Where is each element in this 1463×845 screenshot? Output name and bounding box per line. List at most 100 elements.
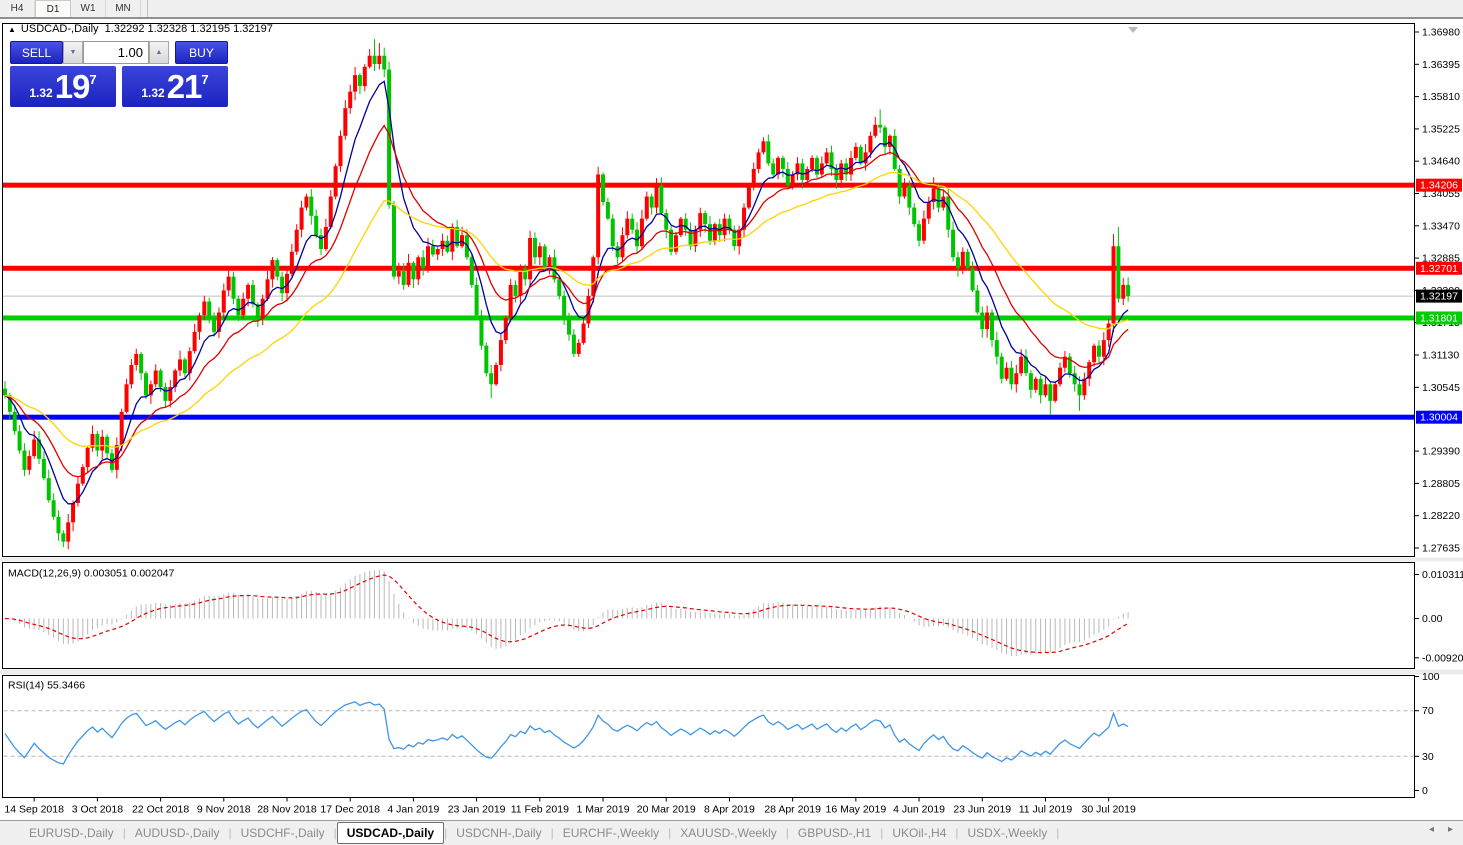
- candle-body: [688, 229, 693, 247]
- candle-body: [1004, 367, 1009, 379]
- candle-body: [1033, 378, 1038, 390]
- candle-body: [484, 345, 489, 374]
- candle-body: [883, 127, 888, 147]
- timeframe-button-d1[interactable]: D1: [35, 0, 71, 17]
- spinner-up-icon: ▲: [155, 49, 163, 56]
- candle-body: [1116, 246, 1121, 299]
- tab-separator: |: [550, 826, 554, 840]
- candle-body: [921, 218, 926, 241]
- price-badge: [1416, 410, 1462, 424]
- moving-average-17: [4, 124, 1129, 478]
- candle-body: [926, 202, 931, 219]
- candle-body: [751, 168, 756, 186]
- date-axis-label: 11 Jul 2019: [1019, 804, 1073, 816]
- candle-body: [294, 229, 299, 252]
- support-resistance-line[interactable]: [3, 414, 1414, 420]
- candle-body: [571, 334, 576, 354]
- candle-body: [639, 218, 644, 247]
- candle-body: [1058, 367, 1063, 385]
- candle-body: [664, 213, 669, 230]
- volume-decrease-button[interactable]: ▼: [63, 41, 83, 64]
- timeframe-button-mn[interactable]: MN: [106, 0, 141, 17]
- candle-body: [892, 135, 897, 169]
- symbol-tab-usdcnh-daily[interactable]: USDCNH-,Daily: [456, 826, 542, 840]
- timeframe-button-h4[interactable]: H4: [0, 0, 35, 17]
- tab-separator: |: [880, 826, 884, 840]
- scroll-left-icon[interactable]: ◂: [1428, 824, 1434, 835]
- candle-body: [863, 152, 868, 164]
- candle-body: [625, 218, 630, 236]
- support-resistance-line[interactable]: [3, 265, 1414, 271]
- candle-body: [805, 168, 810, 180]
- date-axis-label: 17 Dec 2018: [320, 804, 380, 816]
- scroll-marker-icon[interactable]: [1128, 27, 1139, 33]
- buy-price-box[interactable]: 1.32 21 7: [122, 66, 228, 107]
- buy-price-prefix: 1.32: [141, 85, 165, 100]
- candle-body: [727, 218, 732, 230]
- candle-body: [712, 224, 717, 241]
- macd-label: MACD(12,26,9) 0.003051 0.002047: [8, 568, 175, 580]
- tab-separator: |: [955, 826, 959, 840]
- support-resistance-line[interactable]: [3, 182, 1414, 188]
- symbol-tab-usdx-weekly[interactable]: USDX-,Weekly: [967, 826, 1048, 840]
- scroll-right-icon[interactable]: ▸: [1447, 824, 1453, 835]
- candle-body: [669, 229, 674, 252]
- symbol-tab-ukoil-h4[interactable]: UKOil-,H4: [892, 826, 947, 840]
- sell-price-prefix: 1.32: [29, 85, 53, 100]
- candle-body: [27, 456, 32, 470]
- chart-window: 1.36980 1.36395 1.35810 1.35225 1.34640 1.340…: [0, 19, 1463, 820]
- candle-body: [703, 213, 708, 225]
- candle-body: [800, 163, 805, 180]
- sell-price-box[interactable]: 1.32 19 7: [10, 66, 116, 107]
- candle-body: [824, 152, 829, 164]
- price-badge: [1416, 178, 1462, 192]
- price-badge: [1416, 311, 1462, 325]
- candle-body: [601, 174, 606, 203]
- sell-button[interactable]: SELL: [10, 41, 63, 64]
- candle-body: [197, 315, 202, 332]
- candle-body: [1048, 384, 1053, 401]
- candle-body: [464, 235, 469, 258]
- candle-body: [494, 364, 499, 385]
- candle-body: [951, 229, 956, 258]
- symbol-tab-eurchf-weekly[interactable]: EURCHF-,Weekly: [562, 826, 660, 840]
- candle-body: [95, 433, 100, 451]
- candle-body: [931, 188, 936, 203]
- candle-body: [630, 218, 635, 230]
- date-axis-label: 23 Jan 2019: [448, 804, 506, 816]
- candle-body: [771, 163, 776, 175]
- tab-separator: |: [228, 826, 232, 840]
- candle-body: [387, 69, 392, 205]
- support-resistance-line[interactable]: [3, 315, 1414, 321]
- symbol-tab-gbpusd-h1[interactable]: GBPUSD-,H1: [797, 826, 872, 840]
- candle-body: [673, 235, 678, 252]
- candle-body: [90, 433, 95, 448]
- pane-splitter[interactable]: [0, 557, 1463, 562]
- buy-button[interactable]: BUY: [175, 41, 228, 64]
- symbol-tab-audusd-daily[interactable]: AUDUSD-,Daily: [134, 826, 220, 840]
- symbol-tab-usdcad-daily[interactable]: USDCAD-,Daily: [336, 822, 445, 844]
- pane-splitter[interactable]: [0, 669, 1463, 675]
- candle-body: [148, 384, 153, 396]
- volume-input[interactable]: 1.00: [83, 41, 149, 64]
- candle-body: [430, 246, 435, 255]
- price-badge-label: 1.30004: [1420, 412, 1458, 424]
- candle-body: [732, 229, 737, 247]
- candle-body: [513, 284, 518, 296]
- tab-separator: |: [122, 826, 126, 840]
- panel-collapse-icon[interactable]: ▲: [8, 25, 16, 34]
- symbol-tab-xauusd-weekly[interactable]: XAUUSD-,Weekly: [680, 826, 777, 840]
- timeframe-button-w1[interactable]: W1: [71, 0, 106, 17]
- volume-increase-button[interactable]: ▲: [149, 41, 169, 64]
- candle-body: [1126, 284, 1131, 297]
- chart-title: ▲ USDCAD-,Daily 1.32292 1.32328 1.32195 1…: [8, 23, 273, 35]
- symbol-tab-eurusd-daily[interactable]: EURUSD-,Daily: [29, 826, 114, 840]
- macd-histogram: [9, 570, 1129, 657]
- candle-body: [746, 185, 751, 208]
- symbol-tab-usdchf-daily[interactable]: USDCHF-,Daily: [240, 826, 325, 840]
- candle-body: [328, 196, 333, 227]
- candle-body: [970, 268, 975, 291]
- candle-body: [508, 284, 513, 319]
- candle-body: [343, 108, 348, 136]
- candle-body: [887, 135, 892, 147]
